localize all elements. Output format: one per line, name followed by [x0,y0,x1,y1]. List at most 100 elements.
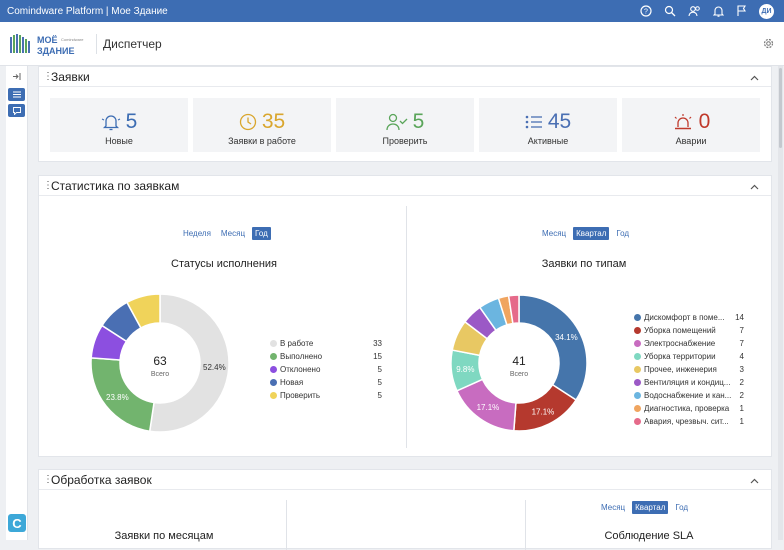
types-pie-chart: 34.1% 17.1% 17.1% 9.8% 41 Всего [450,294,588,432]
legend-value: 2 [739,378,744,387]
period-switch-sla: Месяц Квартал Год [598,501,691,514]
processing-card: ⋮ Обработка заявок Заявки по месяцам Мес… [38,469,772,550]
legend-label: В работе [280,339,314,348]
kpi-label: Заявки в работе [228,136,296,146]
legend-item[interactable]: Отклонено 5 [270,363,382,376]
legend-label: Водоснабжение и кан... [644,391,732,400]
bell-icon[interactable] [713,5,724,17]
legend-item[interactable]: Авария, чрезвыч. сит... 1 [634,415,744,428]
flag-icon[interactable] [736,5,747,17]
pie-slice-0-4[interactable] [125,293,161,329]
legend-dot [634,314,641,321]
legend-value: 7 [739,339,744,348]
help-icon[interactable]: ? [640,5,652,17]
legend-item[interactable]: Прочее, инженерия 3 [634,363,744,376]
status-chart-title: Статусы исполнения [171,258,277,270]
kpi-in-progress[interactable]: 35 Заявки в работе [193,98,331,152]
top-bar: Comindware Platform | Мое Здание [0,0,784,22]
legend-label: Прочее, инженерия [644,365,717,374]
alarm-icon [674,114,692,130]
period-year[interactable]: Год [616,229,630,238]
legend-dot [634,392,641,399]
donut-total: 41 [512,354,526,368]
period-year[interactable]: Год [675,503,689,512]
legend-item[interactable]: Уборка территории 4 [634,350,744,363]
legend-value: 7 [739,326,744,335]
legend-label: Уборка помещений [644,326,716,335]
kpi-row: 5 Новые 35 Заявки в работе 5 Проверить 4… [50,98,760,152]
kpi-active[interactable]: 45 Активные [479,98,617,152]
types-chart-title: Заявки по типам [541,258,627,270]
sla-chart-title: Соблюдение SLA [604,530,694,542]
period-quarter[interactable]: Квартал [632,501,669,514]
kpi-label: Проверить [382,136,428,146]
app-title: Comindware Platform | Мое Здание [7,5,168,17]
collapse-icon[interactable] [750,181,759,193]
collapse-icon[interactable] [750,475,759,487]
avatar[interactable]: ДИ [759,3,774,19]
pie-slice-1-8[interactable] [507,294,520,325]
slice-label: 52.4% [203,363,226,372]
period-year[interactable]: Год [252,227,271,240]
legend-value: 3 [739,365,744,374]
legend-item[interactable]: Электроснабжение 7 [634,337,744,350]
chat-icon[interactable] [8,104,25,117]
expand-icon[interactable] [8,70,25,83]
menu-icon[interactable] [8,88,25,101]
users-icon[interactable] [688,5,701,17]
drag-handle-icon[interactable]: ⋮ [43,474,53,485]
search-icon[interactable] [664,5,676,17]
scrollbar-thumb[interactable] [779,68,782,148]
legend-item[interactable]: Вентиляция и кондиц... 2 [634,376,744,389]
period-week[interactable]: Неделя [183,229,211,238]
drag-handle-icon[interactable]: ⋮ [43,71,53,82]
page-title: Диспетчер [103,37,162,51]
period-quarter[interactable]: Квартал [573,227,610,240]
legend-dot [634,340,641,347]
bell-icon [101,115,120,131]
pie-slice-0-0[interactable] [148,293,230,433]
kpi-new[interactable]: 5 Новые [50,98,188,152]
legend-item[interactable]: Водоснабжение и кан... 2 [634,389,744,402]
legend-item[interactable]: Диагностика, проверка 1 [634,402,744,415]
period-month[interactable]: Месяц [601,503,626,512]
legend-dot [634,379,641,386]
kpi-value: 0 [698,110,711,133]
legend-value: 1 [739,404,744,413]
legend-dot [634,366,641,373]
stats-card: ⋮ Статистика по заявкам Неделя Месяц Год… [38,175,772,457]
gear-icon[interactable] [763,38,774,52]
donut-total-label: Всего [151,371,169,378]
legend-item[interactable]: Выполнено 15 [270,350,382,363]
page-header: МОЁ ЗДАНИЕ Comindware Диспетчер [0,22,784,66]
status-legend: В работе 33 Выполнено 15 Отклонено 5 Новая 5 Про… [270,337,382,402]
kpi-check[interactable]: 5 Проверить [336,98,474,152]
legend-dot [634,327,641,334]
legend-value: 5 [377,391,382,400]
donut-total-label: Всего [510,371,528,378]
period-month[interactable]: Месяц [220,229,246,238]
period-month[interactable]: Месяц [542,229,567,238]
slice-label: 17.1% [477,403,500,412]
legend-item[interactable]: Дискомфорт в поме... 14 [634,311,744,324]
header-divider [96,34,97,54]
kpi-alarms[interactable]: 0 Аварии [622,98,760,152]
legend-item[interactable]: В работе 33 [270,337,382,350]
legend-item[interactable]: Проверить 5 [270,389,382,402]
kpi-value: 5 [412,110,425,133]
legend-item[interactable]: Новая 5 [270,376,382,389]
legend-label: Выполнено [280,352,323,361]
logo: МОЁ ЗДАНИЕ Comindware [10,34,84,56]
platform-logo-icon[interactable]: C [8,514,26,532]
legend-value: 5 [377,365,382,374]
collapse-icon[interactable] [750,72,759,84]
pie-slice-1-0[interactable] [518,294,588,402]
legend-item[interactable]: Уборка помещений 7 [634,324,744,337]
legend-dot [270,353,277,360]
scrollbar[interactable] [778,66,783,540]
left-toolbar: C [6,66,28,540]
drag-handle-icon[interactable]: ⋮ [43,180,53,191]
legend-value: 14 [735,313,744,322]
kpi-label: Аварии [675,136,707,146]
divider [525,500,526,550]
